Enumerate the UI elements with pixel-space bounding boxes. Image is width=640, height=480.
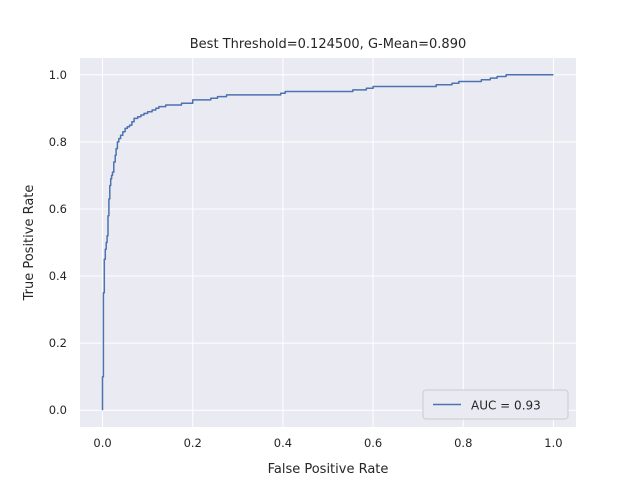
x-tick-label: 0.4 <box>274 436 292 450</box>
roc-curve-line <box>101 74 554 411</box>
y-tick-label: 0.4 <box>49 269 67 283</box>
y-tick-label: 0.8 <box>49 135 67 149</box>
y-tick-label: 0.6 <box>49 202 67 216</box>
x-tick-label: 0.2 <box>184 436 202 450</box>
legend-box <box>422 389 569 420</box>
series-layer <box>101 74 554 411</box>
x-tick-label: 0.6 <box>364 436 382 450</box>
tick-labels: 0.0 0.2 0.4 0.6 0.8 1.0 0.0 0.2 0.4 0.6 0.8 1.0 <box>49 68 563 450</box>
x-tick-label: 0.0 <box>93 436 111 450</box>
chart-title: Best Threshold=0.124500, G-Mean=0.890 <box>190 37 466 52</box>
plot-area <box>80 58 576 427</box>
legend-label: AUC = 0.93 <box>471 399 541 413</box>
x-tick-label: 0.8 <box>454 436 472 450</box>
x-tick-label: 1.0 <box>544 436 562 450</box>
y-axis-label: True Positive Rate <box>22 185 37 302</box>
x-axis-label: False Positive Rate <box>268 462 389 477</box>
y-tick-label: 0.0 <box>49 403 67 417</box>
legend: AUC = 0.93 <box>422 389 569 420</box>
y-tick-label: 0.2 <box>49 336 67 350</box>
y-tick-label: 1.0 <box>49 68 67 82</box>
grid <box>80 58 576 427</box>
